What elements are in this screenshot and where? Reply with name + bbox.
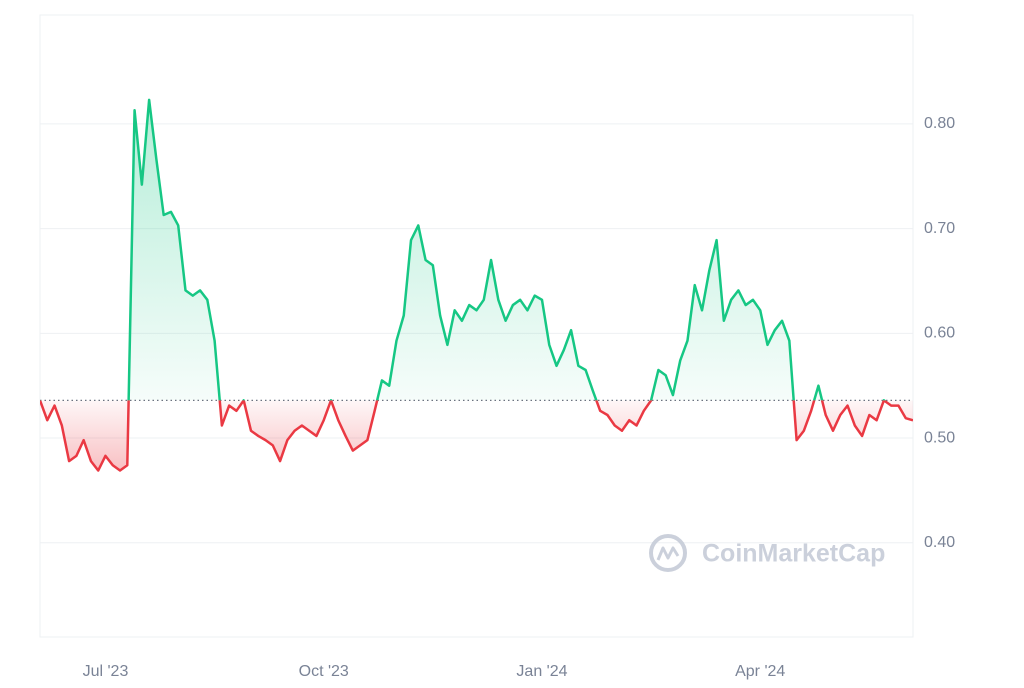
watermark-logo-mark (656, 546, 680, 561)
area-down (40, 400, 913, 471)
x-tick-label: Jan '24 (516, 663, 567, 680)
watermark-text: CoinMarketCap (702, 540, 885, 568)
y-tick-label: 0.80 (924, 115, 955, 132)
y-tick-label: 0.50 (924, 429, 955, 446)
x-tick-label: Oct '23 (299, 663, 349, 680)
x-tick-label: Apr '24 (735, 663, 785, 680)
y-tick-label: 0.40 (924, 534, 955, 551)
y-tick-label: 0.70 (924, 220, 955, 237)
watermark: CoinMarketCap (649, 534, 885, 572)
price-line-up (40, 98, 887, 401)
plot-frame (39, 14, 914, 638)
watermark-logo (649, 534, 687, 572)
x-tick-label: Jul '23 (83, 663, 129, 680)
y-tick-label: 0.60 (924, 325, 955, 342)
area-up (128, 99, 823, 401)
